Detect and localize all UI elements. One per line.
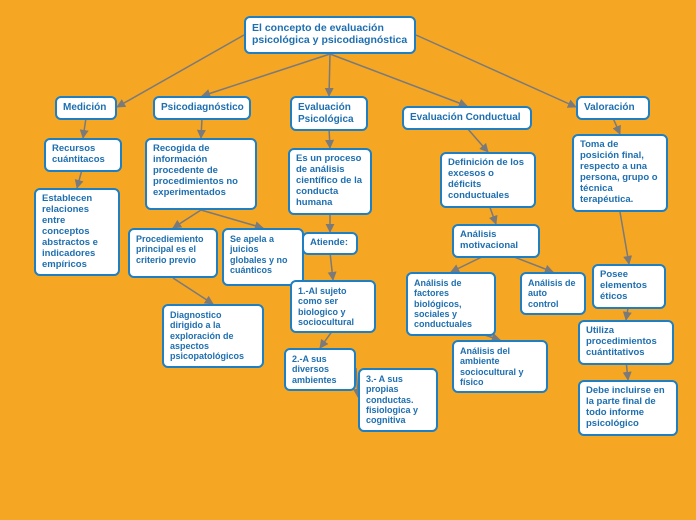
node-proced: Procediemiento principal es el criterio … bbox=[128, 228, 218, 278]
node-atiende: Atiende: bbox=[302, 232, 358, 255]
node-evalpsi: Evaluación Psicológica bbox=[290, 96, 368, 131]
node-ambiente: Análisis del ambiente sociocultural y fí… bbox=[452, 340, 548, 393]
edge-psicodx-recogida bbox=[201, 118, 202, 138]
node-recogida: Recogida de información procedente de pr… bbox=[145, 138, 257, 210]
node-autoctrl: Análisis de auto control bbox=[520, 272, 586, 315]
node-root: El concepto de evaluación psicológica y … bbox=[244, 16, 416, 54]
node-psicodx: Psicodiagnóstico bbox=[153, 96, 251, 120]
edge-recogida-apelaj bbox=[201, 210, 263, 228]
node-evalcond: Evaluación Conductual bbox=[402, 106, 532, 130]
edge-evalcond-defexc bbox=[467, 128, 488, 152]
node-apelaj: Se apela a juicios globales y no cuántic… bbox=[222, 228, 304, 286]
edge-root-valor bbox=[416, 35, 576, 107]
node-motiv: Análisis motivacional bbox=[452, 224, 540, 258]
edge-valor-tomapos bbox=[613, 118, 620, 134]
node-valor: Valoración bbox=[576, 96, 650, 120]
edge-medicion-recursos bbox=[83, 118, 86, 138]
node-diagpat: Diagnostico dirigido a la exploración de… bbox=[162, 304, 264, 368]
node-conductas: 3.- A sus propias conductas. fisiologica… bbox=[358, 368, 438, 432]
edge-tomapos-etica bbox=[620, 212, 629, 264]
node-defexc: Definición de los excesos o déficits con… bbox=[440, 152, 536, 208]
node-factbio: Análisis de factores biológicos, sociale… bbox=[406, 272, 496, 336]
node-incluir: Debe incluirse en la parte final de todo… bbox=[578, 380, 678, 436]
edge-root-psicodx bbox=[202, 54, 330, 96]
edge-root-evalpsi bbox=[329, 54, 330, 96]
edge-proced-diagpat bbox=[173, 278, 213, 304]
node-establecen: Establecen relaciones entre conceptos ab… bbox=[34, 188, 120, 276]
node-etica: Posee elementos éticos bbox=[592, 264, 666, 309]
node-sujeto: 1.-Al sujeto como ser biologico y socioc… bbox=[290, 280, 376, 333]
edge-atiende-sujeto bbox=[330, 252, 333, 280]
node-cuanti: Utiliza procedimientos cuántitativos bbox=[578, 320, 674, 365]
edge-recogida-proced bbox=[173, 210, 201, 228]
node-medicion: Medición bbox=[55, 96, 117, 120]
node-tomapos: Toma de posición final, respecto a una p… bbox=[572, 134, 668, 212]
edge-evalpsi-proceso bbox=[329, 128, 330, 148]
node-recursos: Recursos cuántitacos bbox=[44, 138, 122, 172]
node-ambientes: 2.-A sus diversos ambientes bbox=[284, 348, 356, 391]
node-proceso: Es un proceso de análisis científico de … bbox=[288, 148, 372, 215]
